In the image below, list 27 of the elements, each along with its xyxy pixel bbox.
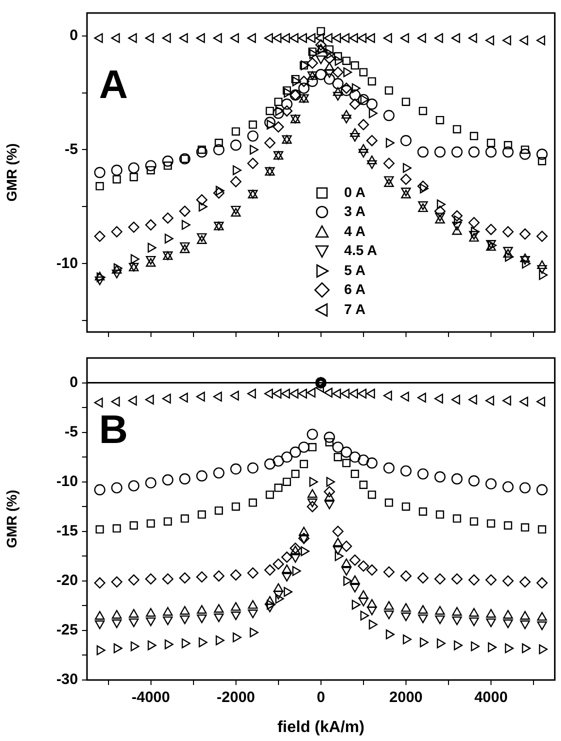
x-tick-label: 4000 — [474, 689, 508, 706]
annotation: A — [99, 63, 128, 107]
legend-label: 7 A — [344, 300, 366, 319]
y-tick-label: 0 — [70, 26, 78, 44]
legend-label: 4.5 A — [344, 241, 378, 260]
y-tick-label: -5 — [64, 423, 78, 440]
x-tick-label: 2000 — [389, 689, 423, 706]
y-tick-label: 0 — [70, 374, 78, 391]
y-tick-label: -30 — [56, 671, 78, 688]
y-tick-label: -25 — [56, 622, 78, 639]
y-tick-label: -10 — [56, 472, 78, 490]
x-tick-label: -2000 — [216, 689, 256, 706]
annotation: B — [99, 408, 128, 452]
legend-label: 5 A — [344, 260, 366, 280]
y-tick-label: -5 — [64, 140, 78, 158]
legend-label: 6 A — [344, 280, 366, 300]
x-axis-title: field (kA/m) — [277, 718, 364, 736]
y-tick-label: -20 — [56, 572, 78, 590]
x-tick-label: -4000 — [132, 689, 170, 706]
y-tick-label: -10 — [56, 254, 78, 272]
y-axis-title: GMR (%) — [3, 143, 20, 202]
legend-label: 4 A — [344, 222, 366, 241]
legend-label: 0 A — [344, 182, 366, 202]
legend-label: 3 A — [344, 202, 366, 222]
y-tick-label: -15 — [56, 522, 78, 540]
x-tick-label: 0 — [316, 689, 326, 706]
y-axis-title: GMR (%) — [3, 490, 20, 548]
